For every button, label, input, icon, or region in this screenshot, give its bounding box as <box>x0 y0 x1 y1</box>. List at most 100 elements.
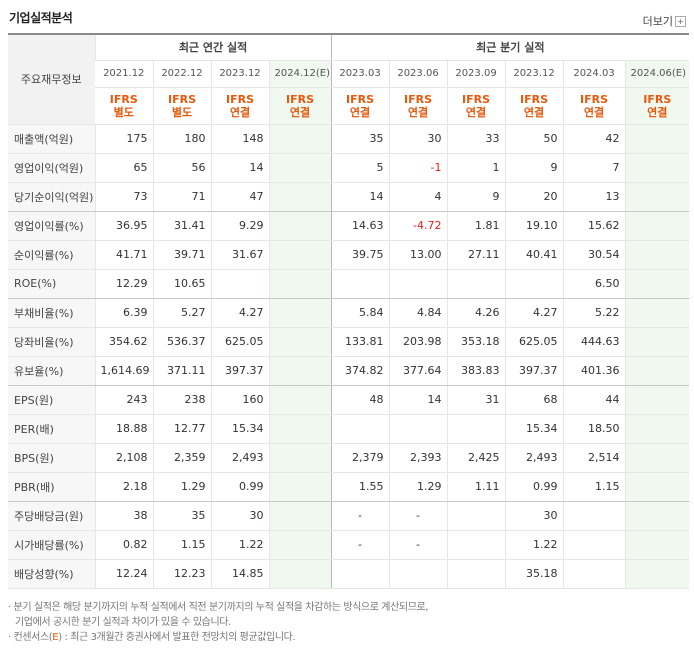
row-label: 부채비율(%) <box>8 298 95 328</box>
annual-value: 243 <box>94 385 153 415</box>
row-label: 당좌비율(%) <box>8 327 95 357</box>
annual-value <box>268 559 332 589</box>
annual-value: 14.85 <box>210 559 269 589</box>
annual-value <box>210 269 269 299</box>
annual-value: 39.71 <box>152 240 211 270</box>
quarter-value: 9 <box>504 153 564 183</box>
quarter-period: 2023.03 <box>330 60 390 88</box>
annual-value <box>268 356 332 386</box>
quarter-value: 1.11 <box>446 472 506 502</box>
annual-value <box>268 240 332 270</box>
annual-value: 175 <box>94 124 153 154</box>
more-label: 더보기 <box>642 15 673 28</box>
annual-period: 2024.12(E) <box>268 60 332 88</box>
quarter-value: 30 <box>504 501 564 531</box>
annual-value: 371.11 <box>152 356 211 386</box>
row-label: 주당배당금(원) <box>8 501 95 531</box>
annual-value: 1.29 <box>152 472 211 502</box>
quarter-period: 2024.03 <box>562 60 626 88</box>
quarter-value: 35.18 <box>504 559 564 589</box>
quarter-value <box>624 124 690 154</box>
quarter-period: 2024.06(E) <box>624 60 690 88</box>
annual-value: 397.37 <box>210 356 269 386</box>
annual-value: 71 <box>152 182 211 212</box>
quarter-value: 44 <box>562 385 626 415</box>
annual-value <box>268 124 332 154</box>
quarter-value <box>446 414 506 444</box>
quarter-value: -1 <box>388 153 448 183</box>
annual-value: 38 <box>94 501 153 531</box>
row-label: 순이익률(%) <box>8 240 95 270</box>
table-row: 유보율(%) 1,614.69 371.11 397.37 374.82 377.64 38… <box>8 356 690 386</box>
quarter-value <box>330 414 390 444</box>
quarter-value <box>624 240 690 270</box>
row-label: 영업이익률(%) <box>8 211 95 241</box>
quarter-value: 14 <box>388 385 448 415</box>
quarter-value <box>624 269 690 299</box>
quarter-value: 20 <box>504 182 564 212</box>
annual-value: 10.65 <box>152 269 211 299</box>
quarter-value: - <box>388 530 448 560</box>
quarter-period: 2023.09 <box>446 60 506 88</box>
annual-value: 2,359 <box>152 443 211 473</box>
row-label: 영업이익(억원) <box>8 153 95 183</box>
quarter-value <box>624 530 690 560</box>
plus-box-icon: + <box>675 15 686 27</box>
quarter-value <box>624 211 690 241</box>
annual-value: 2,493 <box>210 443 269 473</box>
quarter-value: - <box>330 530 390 560</box>
more-button[interactable]: 더보기 + <box>643 13 686 29</box>
annual-value: 65 <box>94 153 153 183</box>
quarter-value: 14 <box>330 182 390 212</box>
quarter-value: 30.54 <box>562 240 626 270</box>
table-row: EPS(원) 243 238 160 48 14 31 68 44 <box>8 385 690 415</box>
quarter-value: 625.05 <box>504 327 564 357</box>
row-label: 배당성향(%) <box>8 559 95 589</box>
quarter-value: 1.22 <box>504 530 564 560</box>
quarter-value <box>446 501 506 531</box>
annual-value: 41.71 <box>94 240 153 270</box>
annual-period: 2022.12 <box>152 60 211 88</box>
annual-value: 6.39 <box>94 298 153 328</box>
footnotes: · 분기 실적은 해당 분기까지의 누적 실적에서 직전 분기까지의 누적 실적… <box>8 600 428 645</box>
annual-value: 12.24 <box>94 559 153 589</box>
annual-value <box>268 530 332 560</box>
annual-value <box>268 472 332 502</box>
annual-period: 2023.12 <box>210 60 269 88</box>
quarter-value: 40.41 <box>504 240 564 270</box>
table-row: PER(배) 18.88 12.77 15.34 15.34 18.50 <box>8 414 690 444</box>
annual-value: 35 <box>152 501 211 531</box>
annual-value: 14 <box>210 153 269 183</box>
quarter-value: 6.50 <box>562 269 626 299</box>
quarter-value <box>624 443 690 473</box>
annual-value: 30 <box>210 501 269 531</box>
quarter-value: 2,393 <box>388 443 448 473</box>
annual-value: 625.05 <box>210 327 269 357</box>
quarter-value <box>624 298 690 328</box>
quarter-value <box>446 269 506 299</box>
quarter-value <box>562 530 626 560</box>
quarter-value: 377.64 <box>388 356 448 386</box>
quarter-value <box>388 269 448 299</box>
quarter-value: 2,379 <box>330 443 390 473</box>
note-consensus: · 컨센서스(E) : 최근 3개월간 증권사에서 발표한 전망치의 평균값입니… <box>8 632 296 643</box>
annual-value: 18.88 <box>94 414 153 444</box>
quarter-value <box>624 153 690 183</box>
quarter-value: 15.62 <box>562 211 626 241</box>
quarter-value <box>388 414 448 444</box>
annual-value <box>268 414 332 444</box>
quarter-value: 4.84 <box>388 298 448 328</box>
quarter-value <box>504 269 564 299</box>
quarter-value: 374.82 <box>330 356 390 386</box>
annual-value: 148 <box>210 124 269 154</box>
row-label: 매출액(억원) <box>8 124 95 154</box>
quarter-period: 2023.06 <box>388 60 448 88</box>
quarter-value <box>624 356 690 386</box>
annual-value: 1.15 <box>152 530 211 560</box>
quarter-value: 2,514 <box>562 443 626 473</box>
table-row: BPS(원) 2,108 2,359 2,493 2,379 2,393 2,425 2,49… <box>8 443 690 473</box>
table-row: 당좌비율(%) 354.62 536.37 625.05 133.81 203.98 353… <box>8 327 690 357</box>
quarter-value: 9 <box>446 182 506 212</box>
quarter-value: 5.22 <box>562 298 626 328</box>
annual-value: 180 <box>152 124 211 154</box>
